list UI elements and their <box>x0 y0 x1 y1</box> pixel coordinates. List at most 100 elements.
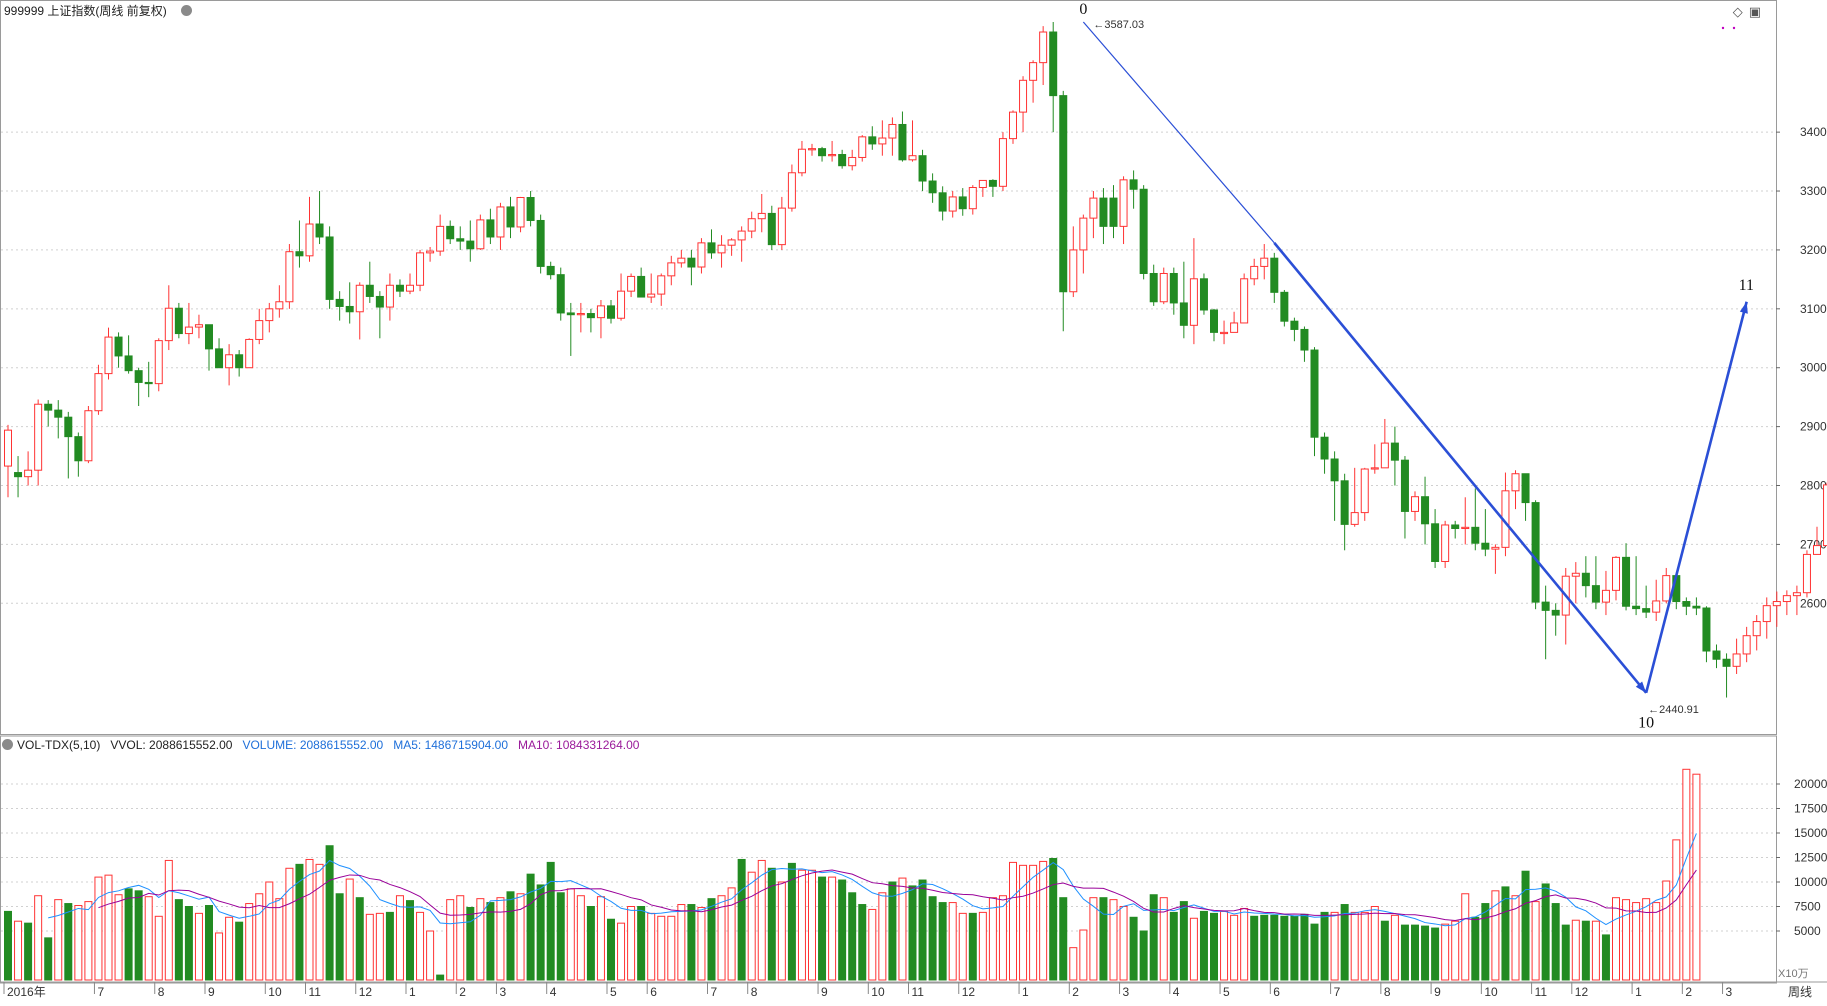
candle-body <box>899 124 906 159</box>
volume-bar <box>175 900 182 980</box>
date-tick-label: 1 <box>409 985 416 999</box>
candle-body <box>839 155 846 166</box>
candle-body <box>1552 610 1559 615</box>
volume-bar <box>437 975 444 980</box>
volume-bar <box>909 886 916 980</box>
chevron-circle-icon[interactable] <box>181 5 192 16</box>
candle-body <box>1371 468 1378 469</box>
candle-body <box>175 308 182 333</box>
volume-bar <box>407 901 414 980</box>
volume-bar <box>35 896 42 980</box>
candle-body <box>1432 524 1439 562</box>
date-tick-label: 3 <box>1726 985 1733 999</box>
candle-body <box>1713 651 1720 659</box>
candle-body <box>879 138 886 144</box>
candle-body <box>1582 573 1589 585</box>
candle-body <box>195 325 202 327</box>
volume-bar <box>1050 858 1057 980</box>
volume-bar <box>537 885 544 980</box>
candle-body <box>1261 258 1268 266</box>
volume-bar <box>678 905 685 980</box>
candle-body <box>1401 460 1408 511</box>
candle-body <box>1814 546 1821 555</box>
date-tick-label: 9 <box>1434 985 1441 999</box>
price-y-tick-label: 3400 <box>1800 125 1827 139</box>
trend-line <box>1274 243 1646 693</box>
candle-body <box>396 285 403 291</box>
candle-body <box>45 404 52 410</box>
volume-bar <box>376 913 383 980</box>
candle-body <box>1793 593 1800 596</box>
candle-body <box>216 349 223 368</box>
candle-body <box>1140 189 1147 273</box>
top-right-icons: ◇▣ <box>1727 4 1761 20</box>
volume-bar <box>336 894 343 980</box>
volume-bar <box>688 905 695 980</box>
volume-bar <box>1693 774 1700 980</box>
volume-bar <box>517 894 524 980</box>
volume-bar <box>1010 862 1017 980</box>
candle-body <box>1291 321 1298 329</box>
volume-bar <box>577 896 584 980</box>
period-label: 周线 <box>1788 985 1812 999</box>
candle-body <box>577 314 584 315</box>
candle-body <box>788 173 795 208</box>
volume-bar <box>1613 898 1620 980</box>
date-tick-label: 7 <box>97 985 104 999</box>
candle-body <box>35 404 42 470</box>
volume-bar <box>477 899 484 980</box>
candle-body <box>1472 527 1479 543</box>
candle-body <box>316 224 323 237</box>
volume-bar <box>195 913 202 980</box>
date-tick-label: 11 <box>912 985 925 999</box>
volume-bar <box>1582 921 1589 980</box>
date-tick-label: 7 <box>1334 985 1341 999</box>
volume-bar <box>447 900 454 980</box>
candle-body <box>979 180 986 187</box>
diamond-icon[interactable]: ◇ <box>1733 4 1743 19</box>
candle-body <box>276 302 283 309</box>
collapse-circle-icon[interactable] <box>2 739 13 750</box>
volume-bar <box>1673 840 1680 980</box>
volume-bar <box>1140 931 1147 980</box>
panel-toggle-icon[interactable]: ▣ <box>1749 4 1761 19</box>
wave-label: 0 <box>1079 1 1087 18</box>
volume-bar <box>1401 925 1408 980</box>
candle-body <box>1542 602 1549 610</box>
volume-bar <box>155 916 162 980</box>
volume-bar <box>879 893 886 980</box>
volume-bar <box>487 903 494 980</box>
date-tick-label: 2 <box>459 985 466 999</box>
candle-body <box>1090 198 1097 218</box>
volume-bar <box>1020 865 1027 980</box>
candle-body <box>1753 622 1760 636</box>
volume-bar <box>939 903 946 980</box>
candle-body <box>859 137 866 158</box>
candle-body <box>1110 198 1117 226</box>
date-tick-label: 9 <box>821 985 828 999</box>
volume-bar <box>1532 902 1539 980</box>
date-tick-label: 10 <box>871 985 885 999</box>
volume-bar <box>718 896 725 980</box>
date-tick-label: 4 <box>550 985 557 999</box>
vol-indicator-name: VOL-TDX(5,10) <box>17 738 100 752</box>
candle-body <box>326 237 333 299</box>
date-tick-label: 6 <box>1273 985 1280 999</box>
volume-bar <box>286 868 293 980</box>
candle-body <box>5 430 12 466</box>
candle-body <box>949 197 956 211</box>
candle-body <box>1592 586 1599 602</box>
volume-bar <box>748 872 755 980</box>
candle-body <box>1633 606 1640 608</box>
volume-bar <box>135 891 142 980</box>
candle-body <box>567 313 574 315</box>
volume-y-tick-label: 20000 <box>1794 777 1827 791</box>
volume-bar <box>1482 904 1489 980</box>
volume-bar <box>366 914 373 980</box>
candle-body <box>959 197 966 209</box>
candle-body <box>1281 292 1288 321</box>
candle-body <box>266 309 273 321</box>
candle-body <box>1602 590 1609 602</box>
candle-body <box>1663 576 1670 601</box>
